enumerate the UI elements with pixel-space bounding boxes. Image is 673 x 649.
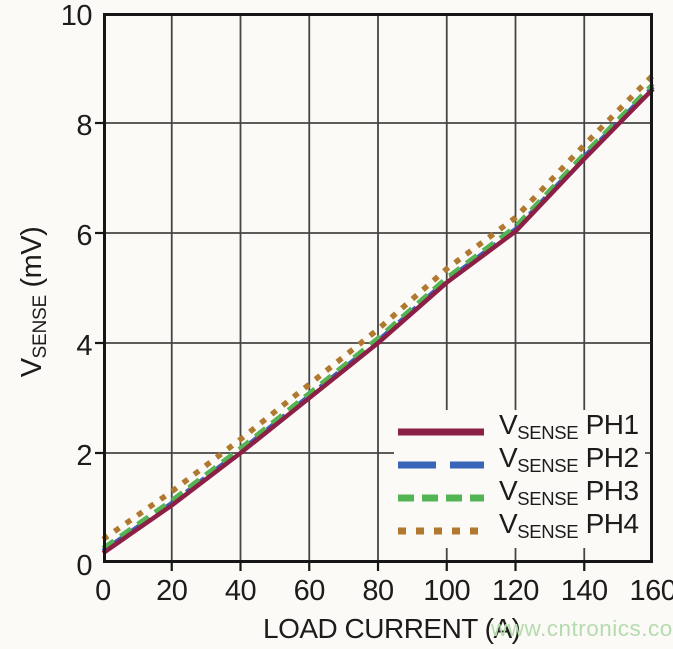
- legend-label: VSENSE PH3: [499, 475, 639, 509]
- x-axis-title: LOAD CURRENT (A): [263, 613, 521, 644]
- y-tick-label: 8: [76, 110, 92, 142]
- legend-item: VSENSE PH4: [398, 508, 639, 544]
- x-tick-label: 120: [492, 575, 539, 607]
- series-line-3: [101, 82, 655, 550]
- legend-line-sample: [398, 428, 484, 435]
- legend-label: VSENSE PH4: [499, 508, 639, 542]
- x-tick-label: 60: [293, 575, 326, 607]
- x-tick-label: 140: [560, 575, 608, 607]
- y-tick-label: 2: [76, 440, 92, 472]
- x-tick-label: 0: [95, 575, 111, 607]
- series-line-1: [101, 87, 655, 555]
- legend-label: VSENSE PH1: [499, 409, 639, 443]
- y-tick-label: 0: [76, 550, 92, 582]
- legend-label: VSENSE PH2: [499, 442, 639, 476]
- x-tick-label: 20: [156, 575, 188, 607]
- x-tick-label: 160: [629, 575, 673, 607]
- y-tick-label: 10: [60, 0, 93, 32]
- y-axis-title: VSENSE (mV): [14, 152, 51, 452]
- series-line-4: [101, 73, 655, 542]
- watermark: www.cntronics.com: [491, 616, 673, 641]
- legend: VSENSE PH1 VSENSE PH2 VSENSE PH3 VSENSE PH4: [394, 409, 645, 548]
- plot-frame: [103, 13, 653, 563]
- legend-line-sample: [398, 461, 484, 468]
- legend-item: VSENSE PH1: [398, 409, 639, 445]
- legend-item: VSENSE PH3: [398, 475, 639, 511]
- plot-area: [95, 13, 655, 571]
- y-tick-label: 6: [76, 220, 92, 252]
- x-tick-label: 80: [362, 575, 394, 607]
- x-tick-label: 100: [423, 575, 471, 607]
- legend-line-sample: [398, 527, 484, 534]
- legend-line-sample: [398, 494, 484, 501]
- legend-item: VSENSE PH2: [398, 442, 639, 478]
- y-tick-label: 4: [76, 330, 92, 362]
- x-tick-label: 40: [224, 575, 257, 607]
- chart-svg: [95, 13, 655, 571]
